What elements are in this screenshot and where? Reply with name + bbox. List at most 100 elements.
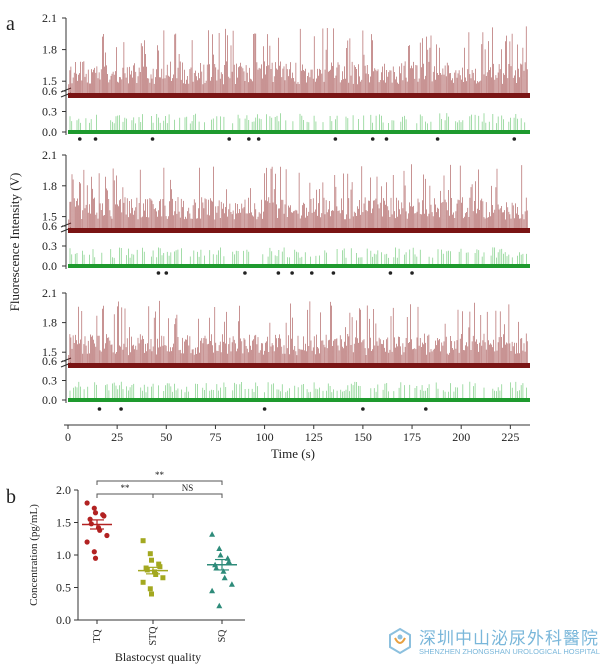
data-point: [140, 579, 146, 585]
event-marker: [262, 407, 267, 411]
b-y-tick-label: 0.0: [56, 613, 71, 627]
significance-label: NS: [182, 483, 194, 493]
upper-y-tick-label: 1.8: [42, 43, 57, 57]
green-channel-baseline: [68, 398, 530, 402]
event-marker: [435, 137, 440, 141]
event-marker: [119, 407, 123, 411]
hospital-name-english: SHENZHEN ZHONGSHAN UROLOGICAL HOSPITAL: [419, 647, 600, 656]
upper-y-tick-label: 1.8: [42, 179, 57, 193]
b-y-tick-label: 0.5: [56, 581, 71, 595]
x-tick-label: 25: [111, 430, 123, 444]
event-marker: [331, 271, 336, 275]
hospital-logo-icon: [389, 627, 411, 655]
panel-label-b: b: [6, 486, 16, 508]
upper-y-tick-label: 2.1: [42, 148, 57, 162]
upper-y-tick-label: 2.1: [42, 286, 57, 300]
b-x-tick-label: TQ: [92, 629, 103, 643]
x-tick-label: 125: [305, 430, 323, 444]
data-point: [221, 574, 228, 581]
lower-y-tick-label: 0.3: [42, 105, 57, 119]
lower-y-tick-label: 0.3: [42, 374, 57, 388]
x-tick-label: 0: [65, 430, 71, 444]
b-y-tick-label: 2.0: [56, 483, 71, 497]
lower-y-tick-label: 0.0: [42, 393, 57, 407]
event-marker: [361, 407, 365, 411]
data-point: [91, 549, 97, 555]
event-marker: [290, 271, 294, 275]
data-point: [87, 516, 93, 522]
x-tick-label: 75: [209, 430, 221, 444]
panel-label-a: a: [6, 13, 15, 35]
hospital-watermark: 深圳中山泌尿外科醫院 SHENZHEN ZHONGSHAN UROLOGICAL…: [385, 622, 600, 664]
data-point: [216, 602, 223, 609]
significance-label: **: [155, 470, 165, 480]
data-point: [92, 555, 99, 561]
data-point: [104, 532, 110, 539]
event-marker: [388, 271, 393, 275]
lower-y-tick-label: 0.6: [42, 84, 57, 98]
data-point: [213, 565, 220, 571]
x-axis-title: Time (s): [271, 446, 315, 461]
b-x-tick-label: SQ: [217, 629, 228, 643]
green-channel-spikes: [69, 247, 527, 266]
panel-a: a1.51.82.10.00.30.61.51.82.10.00.30.61.5…: [6, 11, 530, 461]
x-tick-label: 150: [354, 430, 372, 444]
event-marker: [512, 137, 517, 141]
trace-2: 1.5 1.8 2.1 0.0 0.3 0.6: [42, 148, 530, 275]
event-marker: [333, 137, 338, 141]
event-marker: [243, 271, 247, 275]
event-marker: [247, 137, 251, 141]
data-point: [225, 558, 232, 564]
event-marker: [410, 271, 414, 275]
data-point: [91, 505, 97, 511]
red-channel-baseline: [68, 363, 530, 368]
b-y-tick-label: 1.5: [56, 516, 71, 530]
data-point: [92, 510, 99, 516]
event-marker: [77, 137, 82, 141]
data-point: [84, 539, 90, 545]
trace-3: 1.5 1.8 2.1 0.0 0.3 0.6: [42, 286, 530, 411]
green-channel-baseline: [68, 130, 530, 134]
data-point: [84, 500, 90, 506]
event-marker: [164, 271, 169, 275]
event-marker: [370, 137, 375, 141]
b-x-tick-label: STQ: [148, 626, 159, 646]
data-point: [149, 591, 154, 597]
x-tick-label: 175: [403, 430, 421, 444]
green-channel-baseline: [68, 264, 530, 268]
x-tick-label: 100: [256, 430, 274, 444]
event-marker: [156, 271, 161, 275]
red-channel-spikes: [68, 300, 528, 367]
data-point: [220, 568, 227, 574]
data-point: [228, 581, 235, 587]
significance-bracket: [152, 493, 223, 498]
red-channel-baseline: [68, 228, 530, 233]
lower-y-tick-label: 0.6: [42, 219, 57, 233]
red-channel-baseline: [68, 93, 530, 98]
significance-label: **: [121, 483, 131, 493]
event-marker: [384, 137, 389, 141]
red-channel-spikes: [68, 26, 528, 97]
green-channel-spikes: [69, 113, 526, 132]
x-tick-label: 200: [452, 430, 470, 444]
group-TQ: [82, 500, 112, 561]
significance-bracket: [96, 480, 223, 485]
data-point: [152, 569, 157, 575]
data-point: [147, 586, 153, 592]
trace-1: 1.5 1.8 2.1 0.0 0.3 0.6: [42, 11, 530, 141]
event-marker: [276, 271, 281, 275]
data-point: [209, 587, 216, 594]
upper-y-tick-label: 2.1: [42, 11, 57, 25]
data-point: [216, 545, 223, 551]
b-y-tick-label: 1.0: [56, 548, 71, 562]
upper-y-tick-label: 1.5: [42, 210, 57, 224]
data-point: [160, 575, 166, 581]
event-marker: [309, 271, 314, 275]
data-point: [217, 552, 224, 558]
upper-y-tick-label: 1.5: [42, 345, 57, 359]
event-marker: [150, 137, 155, 141]
red-channel-spikes: [68, 164, 528, 232]
b-y-axis-title: Concentration (pg/mL): [28, 504, 40, 606]
group-SQ: [207, 531, 237, 609]
